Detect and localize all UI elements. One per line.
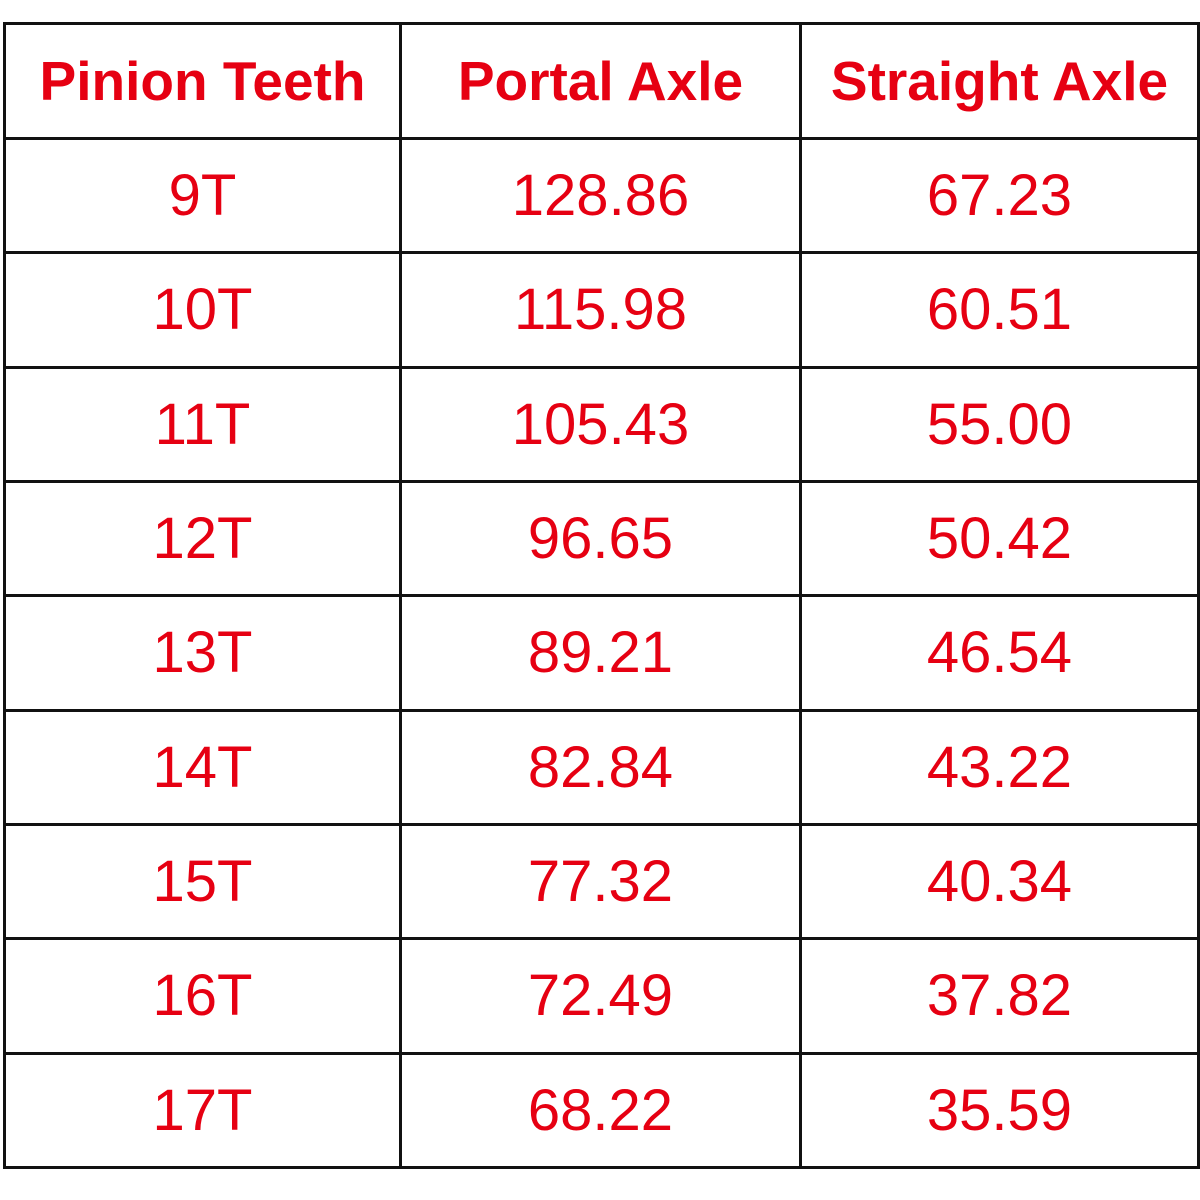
- table-row: 12T 96.65 50.42: [3, 479, 1200, 598]
- table-cell: 14T: [3, 708, 402, 826]
- table-cell: 46.54: [799, 594, 1200, 712]
- table-cell: 67.23: [799, 136, 1200, 255]
- header-row: Pinion Teeth Portal Axle Straight Axle: [3, 22, 1200, 140]
- table-cell: 115.98: [399, 251, 802, 369]
- table-cell: 43.22: [799, 708, 1200, 826]
- table-cell: 89.21: [399, 594, 802, 712]
- table-cell: 35.59: [799, 1051, 1200, 1170]
- table-row: 16T 72.49 37.82: [3, 937, 1200, 1055]
- table-cell: 10T: [3, 251, 402, 369]
- table-cell: 77.32: [399, 822, 802, 941]
- table-row: 17T 68.22 35.59: [3, 1051, 1200, 1170]
- table-row: 15T 77.32 40.34: [3, 822, 1200, 941]
- table-cell: 82.84: [399, 708, 802, 826]
- table-cell: 15T: [3, 822, 402, 941]
- table-cell: 37.82: [799, 937, 1200, 1055]
- table-body: 9T 128.86 67.23 10T 115.98 60.51 11T 105.43 55.0…: [3, 136, 1200, 1170]
- table-row: 9T 128.86 67.23: [3, 136, 1200, 255]
- table-row: 13T 89.21 46.54: [3, 594, 1200, 712]
- table-cell: 11T: [3, 365, 402, 483]
- ratio-table: Pinion Teeth Portal Axle Straight Axle 9T 1…: [3, 22, 1200, 1170]
- table-cell: 17T: [3, 1051, 402, 1170]
- table-cell: 40.34: [799, 822, 1200, 941]
- table-row: 11T 105.43 55.00: [3, 365, 1200, 483]
- table-cell: 128.86: [399, 136, 802, 255]
- table-cell: 72.49: [399, 937, 802, 1055]
- header-cell: Straight Axle: [799, 22, 1200, 140]
- table-cell: 105.43: [399, 365, 802, 483]
- table-cell: 13T: [3, 594, 402, 712]
- header-cell: Portal Axle: [399, 22, 802, 140]
- table-cell: 96.65: [399, 479, 802, 598]
- table-cell: 50.42: [799, 479, 1200, 598]
- table-cell: 9T: [3, 136, 402, 255]
- table-row: 10T 115.98 60.51: [3, 251, 1200, 369]
- header-cell: Pinion Teeth: [3, 22, 402, 140]
- table-cell: 12T: [3, 479, 402, 598]
- table-cell: 60.51: [799, 251, 1200, 369]
- table-row: 14T 82.84 43.22: [3, 708, 1200, 826]
- table-cell: 55.00: [799, 365, 1200, 483]
- table-cell: 16T: [3, 937, 402, 1055]
- table-cell: 68.22: [399, 1051, 802, 1170]
